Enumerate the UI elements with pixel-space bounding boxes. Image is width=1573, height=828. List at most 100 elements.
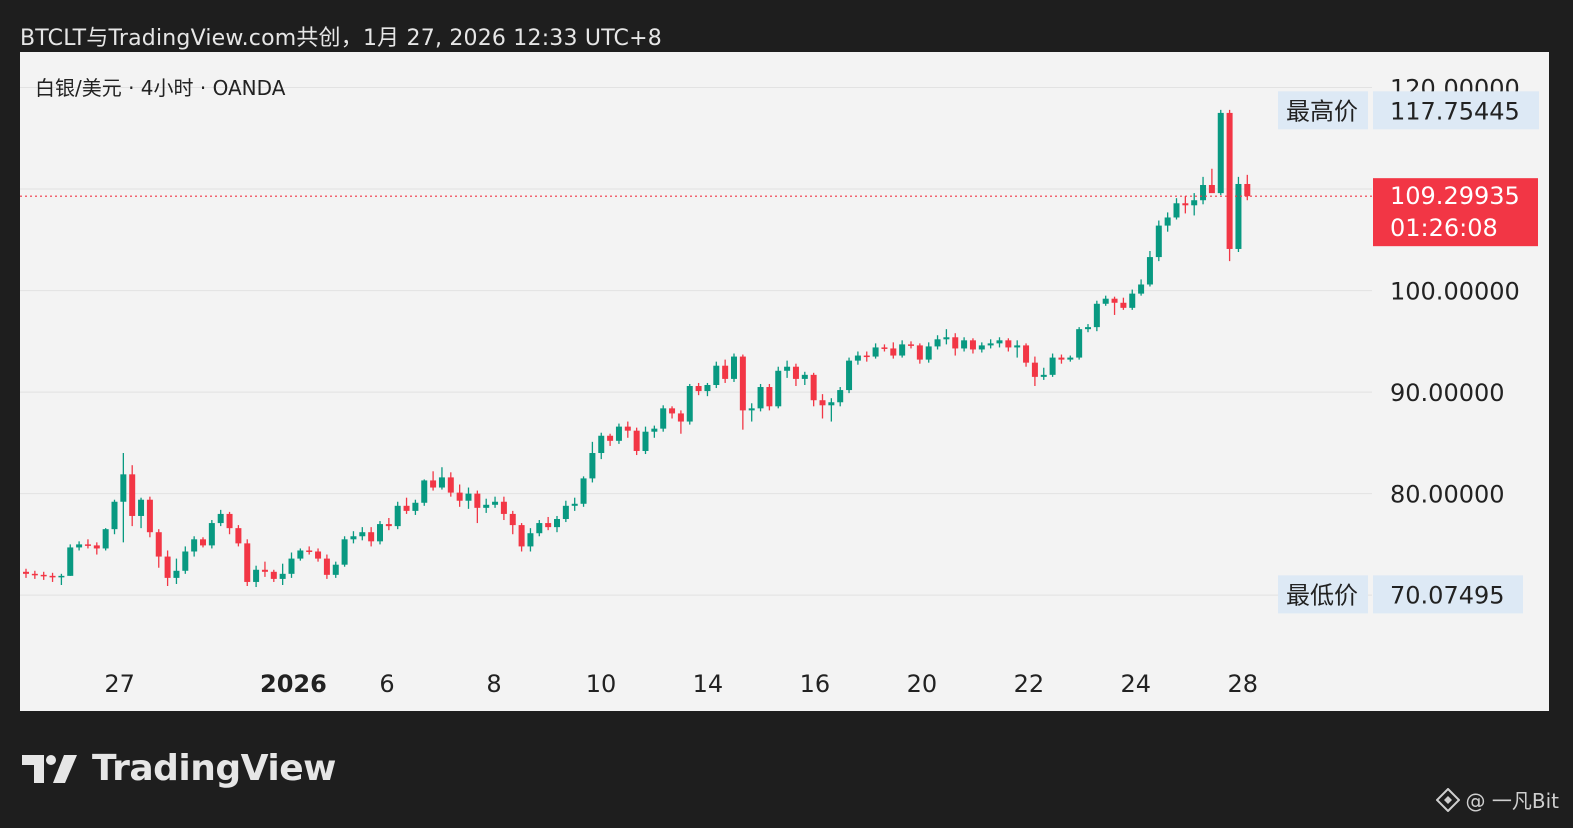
candle-body [669,408,676,414]
candle-body [1244,183,1251,197]
watermark-text: @ 一凡Bit [1465,789,1559,813]
candle [562,500,569,523]
candle [500,496,507,521]
candle [1040,367,1047,380]
candle-body [784,366,791,371]
candle-body [686,386,693,422]
candle-body [1120,302,1127,308]
candle-body [509,513,516,526]
symbol-legend[interactable]: 白银/美元 · 4小时 · OANDA [35,76,286,100]
candle-body [385,524,392,527]
candle [403,497,410,514]
binance-diamond-icon [1435,787,1460,812]
candle-body [554,519,560,528]
chart-panel[interactable]: 120.00000 100.00000 90.00000 80.00000 27 202… [20,52,1549,711]
candle-body [1200,184,1207,201]
high-label-text: 最高价 [1286,97,1358,125]
candle [323,554,330,579]
candle [545,516,552,531]
candle [651,425,658,438]
candle-body [1102,298,1109,304]
candle-body [235,528,242,544]
candle-body [792,366,799,379]
candle-body [261,569,268,572]
candle [76,541,83,551]
candle [1076,327,1083,360]
candle-body [191,539,198,552]
tradingview-logo-icon [22,754,77,783]
candle-body [217,513,224,524]
candle [1226,109,1233,262]
candle [483,498,490,513]
candle [978,342,985,353]
grid-lines [20,87,1372,596]
candle-body [961,340,968,349]
candle [465,487,472,509]
candle-body [208,523,215,546]
candle [1005,338,1012,352]
candle [394,501,401,530]
x-tick-label: 8 [486,670,501,698]
candle [111,499,118,535]
candle [589,441,596,483]
x-axis[interactable]: 27 2026 6 8 10 14 16 20 22 24 28 [104,670,1258,698]
candle-body [1093,303,1100,328]
candle [164,550,171,587]
candle-body [633,430,640,451]
candle [908,341,914,349]
candle-body [315,551,322,559]
candle [1129,289,1136,310]
x-tick-label: 16 [800,670,831,698]
high-value-text: 117.75445 [1390,97,1520,125]
candle-body [253,569,260,582]
candle [492,496,499,508]
candle-body [111,501,118,530]
candle-body [677,413,684,422]
candle-body [332,564,339,575]
candle [456,484,463,507]
candle-body [1049,357,1056,375]
candle [430,471,437,491]
candle [191,536,198,557]
candle [58,573,65,585]
candle-body [908,344,914,346]
candle-body [421,480,428,503]
candle-body [545,523,552,528]
candle [1093,300,1100,332]
candle [1058,354,1065,364]
candle-body [642,431,649,451]
candle-body [138,499,145,516]
candle-body [1014,345,1021,348]
y-tick-label: 80.00000 [1390,481,1505,509]
candle-body [1076,329,1083,358]
candle [155,529,162,568]
x-tick-label: 6 [379,670,394,698]
candle [757,383,764,412]
candle-body [1129,293,1136,308]
candle-body [810,374,817,401]
candle [961,337,968,352]
candle [332,561,339,578]
candle-body [695,386,702,392]
candle [642,426,649,455]
candle [368,527,375,547]
candle-body [67,547,74,576]
candle [102,528,109,551]
candle [713,361,720,389]
candle [722,359,729,383]
candle [509,510,516,535]
candle-body [943,337,950,340]
candle [261,561,268,577]
candle [438,467,445,490]
candle-body [182,551,189,571]
candle [341,536,348,567]
candle-body [430,480,437,488]
candle-body [306,550,313,552]
candle [129,465,136,527]
candle [1120,297,1127,310]
candle-body [1173,203,1180,218]
candle [297,548,304,561]
candle [952,333,959,356]
